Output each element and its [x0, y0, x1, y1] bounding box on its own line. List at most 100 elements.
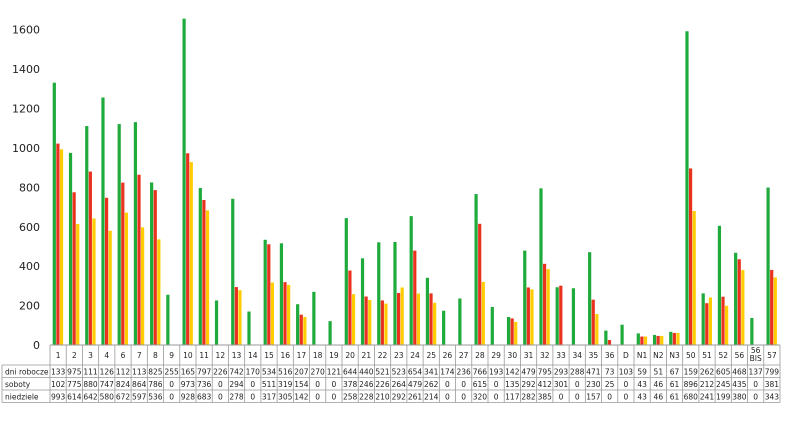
x-category-label: 14	[248, 351, 258, 360]
y-tick-label: 0	[33, 339, 40, 352]
x-category-label: 6	[121, 351, 126, 360]
bar-niedziele-32	[546, 269, 550, 345]
x-category-label: N1	[637, 351, 648, 360]
table-cell: 102	[51, 380, 66, 389]
table-cell: 0	[607, 393, 612, 402]
bar-soboty-25	[429, 293, 433, 345]
x-category-label: 3	[88, 351, 93, 360]
table-cell: 766	[473, 368, 488, 377]
table-cell: 210	[375, 393, 390, 402]
table-cell: 292	[521, 380, 536, 389]
bar-soboty-3	[88, 171, 92, 345]
y-tick-label: 600	[19, 221, 40, 234]
x-category-label: 1	[56, 351, 61, 360]
bar-dni-robocze-2	[68, 152, 73, 345]
bar-dni-robocze-50	[685, 31, 689, 346]
table-cell: 597	[132, 393, 147, 402]
bar-dni-robocze-21	[360, 258, 365, 345]
bar-dni-robocze-57	[766, 187, 770, 345]
table-cell: 0	[331, 380, 336, 389]
bar-dni-robocze-D	[620, 324, 624, 345]
x-category-label: 10	[183, 351, 193, 360]
bar-soboty-N1	[640, 336, 644, 345]
table-cell: 825	[148, 368, 163, 377]
table-cell: 278	[229, 393, 244, 402]
table-cell: 112	[116, 368, 131, 377]
table-cell: 111	[83, 368, 98, 377]
table-cell: 305	[278, 393, 293, 402]
table-cell: 0	[575, 380, 580, 389]
bars	[52, 18, 777, 346]
x-category-label: 13	[232, 351, 242, 360]
bar-niedziele-3	[92, 218, 96, 345]
x-category-label: 56	[735, 351, 745, 360]
table-cell: 228	[359, 393, 374, 402]
table-cell: 440	[359, 368, 374, 377]
bar-soboty-52	[721, 296, 725, 345]
x-category-label: 35	[589, 351, 599, 360]
table-cell: 157	[586, 393, 601, 402]
table-cell: 614	[67, 393, 82, 402]
bar-soboty-15	[267, 244, 271, 345]
bar-niedziele-17	[303, 317, 307, 345]
bar-dni-robocze-56-BIS	[750, 318, 754, 345]
x-category-label: 19	[329, 351, 339, 360]
x-category-label: 33	[556, 351, 566, 360]
table-cell: 67	[670, 368, 680, 377]
bar-dni-robocze-32	[539, 188, 543, 345]
table-cell: 73	[605, 368, 615, 377]
bar-dni-robocze-14	[247, 311, 251, 345]
bar-dni-robocze-3	[85, 126, 89, 345]
bar-niedziele-20	[351, 294, 356, 345]
bar-niedziele-22	[384, 303, 388, 345]
table-cell: 380	[732, 393, 747, 402]
x-category-label: 24	[410, 351, 420, 360]
x-category-label: BIS	[750, 354, 762, 363]
bar-dni-robocze-22	[377, 242, 381, 345]
table-cell: 262	[424, 380, 439, 389]
y-tick-label: 200	[19, 300, 40, 313]
x-category-label: 17	[297, 351, 307, 360]
bar-dni-robocze-20	[344, 218, 348, 345]
bar-soboty-2	[72, 192, 76, 345]
table-cell: 534	[262, 368, 277, 377]
table-cell: 0	[623, 393, 628, 402]
table-cell: 46	[654, 380, 664, 389]
bar-niedziele-13	[238, 290, 242, 345]
bar-soboty-23	[396, 292, 401, 345]
bar-dni-robocze-N1	[636, 333, 640, 345]
bar-soboty-22	[380, 300, 384, 345]
table-cell: 226	[213, 368, 228, 377]
bar-niedziele-16	[287, 284, 291, 345]
table-cell: 43	[637, 393, 647, 402]
bar-soboty-20	[348, 270, 352, 345]
table-cell: 226	[375, 380, 390, 389]
x-category-label: 50	[686, 351, 696, 360]
table-cell: 193	[489, 368, 504, 377]
table-cell: 479	[408, 380, 423, 389]
table-cell: 644	[343, 368, 358, 377]
table-cell: 0	[559, 393, 564, 402]
table-cell: 521	[375, 368, 390, 377]
table-cell: 103	[619, 368, 634, 377]
x-category-label: 21	[362, 351, 372, 360]
table-cell: 0	[753, 380, 758, 389]
bar-dni-robocze-28	[474, 194, 478, 345]
bar-soboty-36	[607, 340, 612, 345]
table-cell: 43	[637, 380, 647, 389]
table-cell: 59	[637, 368, 647, 377]
x-category-label: 15	[264, 351, 274, 360]
table-cell: 137	[749, 368, 764, 377]
bar-dni-robocze-36	[604, 330, 608, 345]
bar-niedziele-6	[124, 212, 128, 345]
table-cell: 0	[461, 380, 466, 389]
bar-soboty-33	[559, 285, 563, 345]
bar-dni-robocze-8	[150, 182, 154, 345]
table-row-label: niedziele	[5, 393, 39, 402]
bar-niedziele-11	[205, 210, 210, 345]
bar-dni-robocze-16	[279, 243, 284, 345]
x-category-label: 57	[767, 351, 777, 360]
table-cell: 121	[327, 368, 342, 377]
x-category-label: 22	[378, 351, 388, 360]
table-cell: 605	[716, 368, 731, 377]
